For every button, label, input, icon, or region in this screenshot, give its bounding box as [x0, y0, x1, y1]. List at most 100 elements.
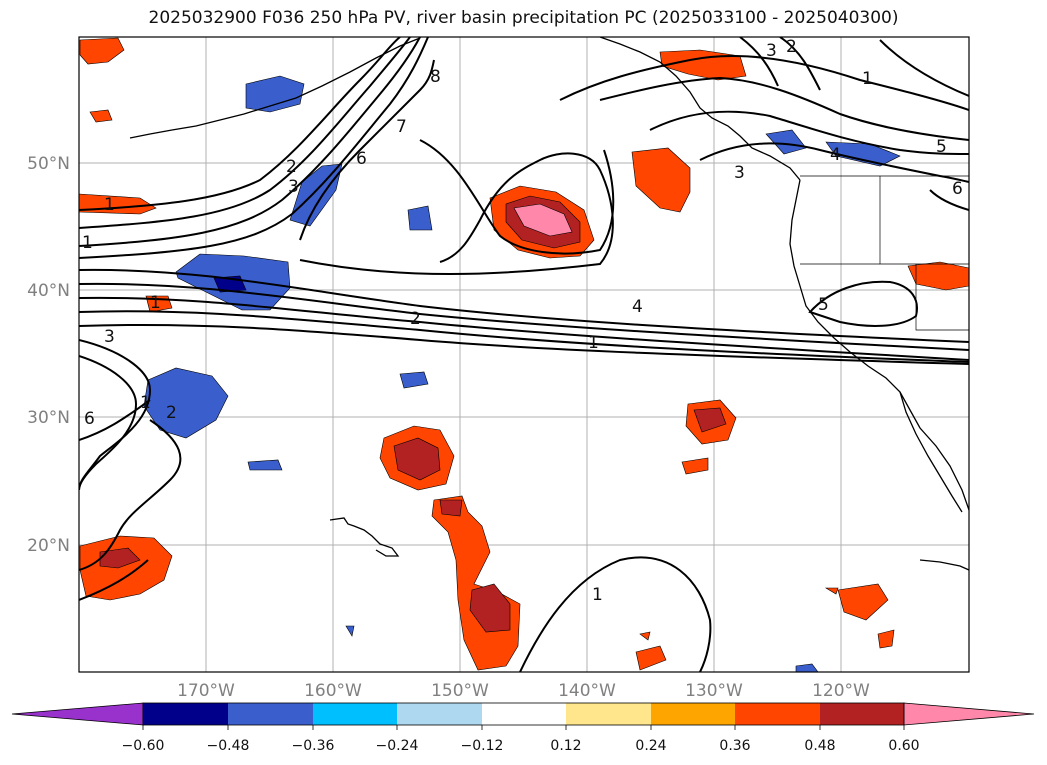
coastline-mexico: [919, 559, 969, 571]
contour-label: 2: [286, 157, 297, 177]
coastline-baja: [899, 391, 963, 513]
contour-label: 6: [356, 149, 367, 169]
precip-blob-negative: [143, 367, 229, 439]
colorbar-extend-min: [11, 702, 144, 726]
lon-label-160w: 160°W: [304, 681, 362, 701]
lat-label-20: 20°N: [27, 536, 70, 556]
precip-blob-negative: [345, 625, 355, 637]
pv-contour: [808, 280, 918, 327]
colorbar-bin: [143, 703, 228, 725]
colorbar-tick-label: 0.24: [635, 738, 666, 754]
contour-label: 2: [166, 403, 177, 423]
pv-contour: [79, 419, 182, 571]
precip-blob-negative: [795, 663, 819, 672]
precip-blob-positive: [89, 109, 113, 123]
precip-blob-negative: [765, 129, 807, 155]
contour-label: 3: [766, 41, 777, 61]
pv-contour: [559, 55, 969, 111]
lat-label-30: 30°N: [27, 408, 70, 428]
precip-blob-negative: [289, 163, 343, 227]
colorbar-tick-label: 0.60: [888, 738, 919, 754]
contour-label: 5: [818, 295, 829, 315]
contour-label: 3: [734, 163, 745, 183]
colorbar-ticks: [142, 725, 905, 730]
colorbar-tick-label: −0.12: [461, 738, 504, 754]
contour-label: 6: [84, 409, 95, 429]
colorbar-bin: [820, 703, 904, 725]
lon-label-120w: 120°W: [812, 681, 870, 701]
precip-shading: [79, 37, 969, 672]
colorbar-bin: [482, 703, 566, 725]
precip-blob-positive-mid: [439, 499, 463, 517]
pv-contour: [419, 139, 615, 255]
pv-contour: [79, 37, 421, 247]
pv-contour: [79, 268, 969, 343]
lon-label-130w: 130°W: [685, 681, 743, 701]
contour-label: 4: [830, 145, 841, 165]
map-title: 2025032900 F036 250 hPa PV, river basin …: [148, 8, 899, 28]
contour-label: 1: [104, 195, 115, 215]
lon-label-140w: 140°W: [558, 681, 616, 701]
precip-blob-positive: [877, 629, 895, 649]
precip-blob-positive: [824, 587, 839, 595]
pv-contour: [929, 189, 969, 211]
contour-label: 2: [786, 37, 797, 57]
colorbar-tick-label: 0.36: [719, 738, 750, 754]
precip-blob-negative: [399, 371, 429, 389]
contour-label: 4: [632, 297, 643, 317]
contour-label: 5: [936, 137, 947, 157]
precip-blob-positive-core: [513, 203, 573, 237]
contour-label: 2: [410, 309, 421, 329]
colorbar-bin: [313, 703, 397, 725]
colorbar-bin: [228, 703, 313, 725]
precip-blob-positive: [79, 37, 125, 65]
colorbar-frame: [142, 702, 905, 726]
colorbar-tick-label: 0.48: [804, 738, 835, 754]
pv-contour: [649, 110, 969, 155]
colorbar-bin: [566, 703, 651, 725]
lat-label-50: 50°N: [27, 154, 70, 174]
lon-label-150w: 150°W: [431, 681, 489, 701]
precip-blob-positive: [631, 147, 691, 213]
pv-contour: [79, 282, 969, 351]
colorbar-bin: [397, 703, 482, 725]
contour-label: 3: [288, 177, 299, 197]
pv-contours: [79, 37, 969, 672]
contour-label: 1: [862, 69, 873, 89]
colorbar-tick-label: −0.48: [207, 738, 250, 754]
contour-labels: 1 2 3 4 5 6 7 8 1 2 3 1 6 3 5 1 2 4 1 3 …: [82, 37, 963, 605]
colorbar-tick-label: −0.60: [122, 738, 165, 754]
colorbar-extend-max: [903, 702, 1035, 726]
precip-blob-negative: [245, 75, 305, 113]
coastline-hawaii: [329, 517, 400, 557]
precip-blob-positive: [837, 583, 889, 621]
pv-contour: [299, 152, 614, 275]
colorbar-tick-label: −0.36: [292, 738, 335, 754]
latitude-labels: 50°N 40°N 30°N 20°N: [27, 154, 70, 556]
pv-contour: [739, 37, 779, 87]
pv-contour: [79, 37, 411, 229]
contour-label: 1: [588, 333, 599, 353]
pv-contour: [879, 39, 969, 97]
pv-contour: [699, 142, 969, 183]
contour-label: 1: [82, 233, 93, 253]
precip-blob-positive-mid: [469, 583, 511, 633]
pv-contour: [79, 310, 969, 363]
pv-contour: [79, 37, 429, 259]
contour-label: 8: [430, 67, 441, 87]
coastline-aleutians: [129, 37, 421, 139]
contour-label: 7: [396, 117, 407, 137]
pv-contour: [519, 556, 712, 672]
precip-blob-negative: [407, 205, 433, 231]
colorbar-bin: [735, 703, 820, 725]
colorbar-tick-label: −0.24: [376, 738, 419, 754]
pv-contour: [79, 399, 151, 441]
lat-label-40: 40°N: [27, 281, 70, 301]
pv-contour: [79, 559, 149, 601]
contour-label: 3: [104, 327, 115, 347]
precip-blob-positive: [639, 631, 651, 641]
contour-label: 6: [952, 179, 963, 199]
precip-blob-positive-mid: [693, 407, 727, 433]
precip-blob-positive-mid: [99, 547, 141, 569]
